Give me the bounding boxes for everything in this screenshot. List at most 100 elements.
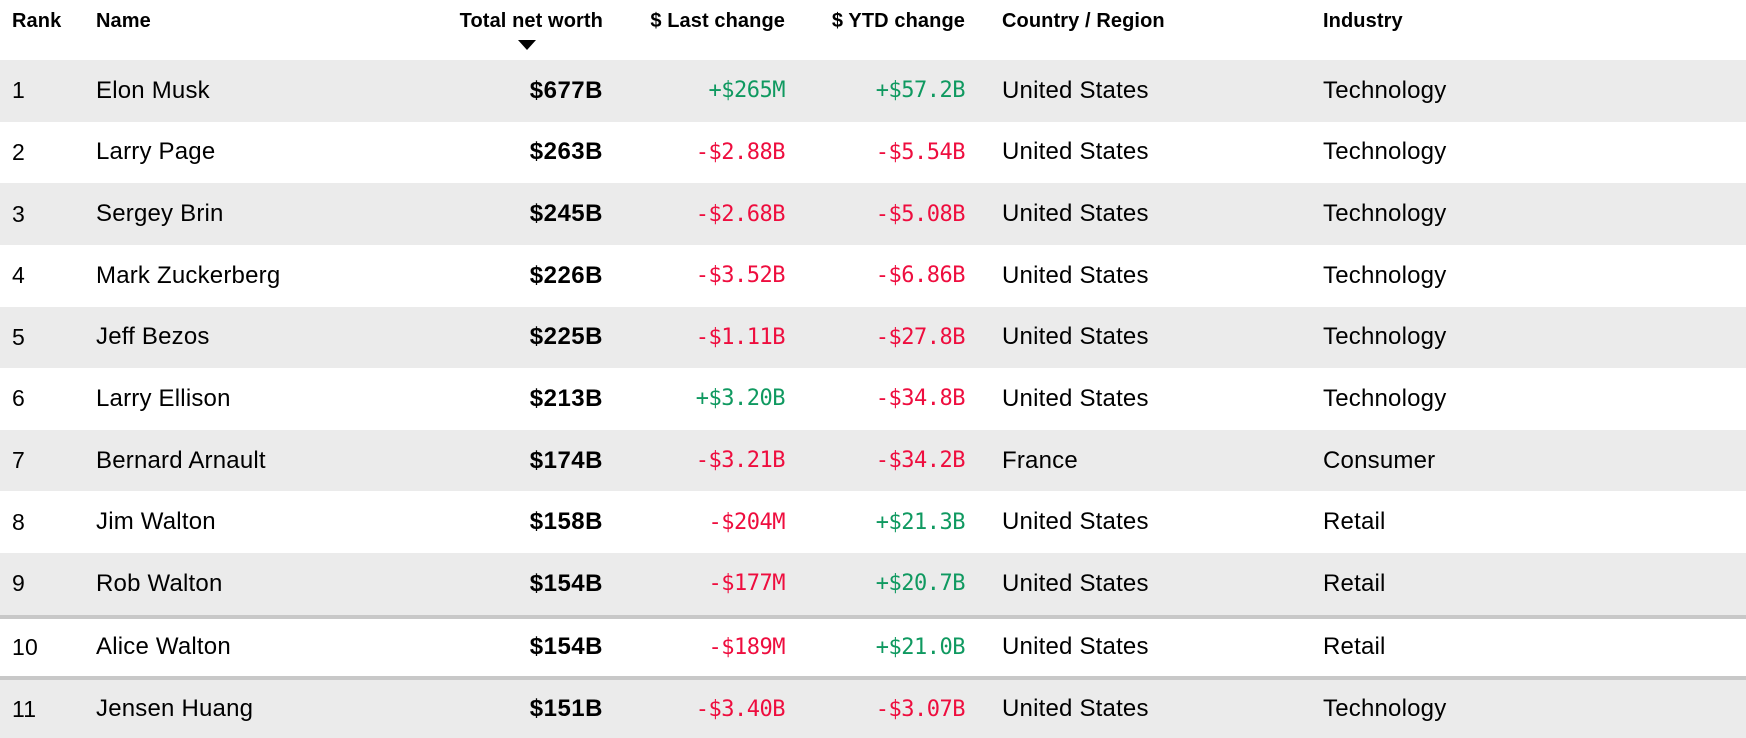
name-cell: Jensen Huang <box>96 695 254 723</box>
name-cell: Mark Zuckerberg <box>96 261 281 289</box>
ytd-change-cell: -$3.07B <box>875 696 966 722</box>
country-cell: France <box>1002 446 1078 474</box>
table-row[interactable]: 5 Jeff Bezos $225B -$1.11B -$27.8B Unite… <box>0 306 1746 369</box>
net-worth-cell: $225B <box>529 323 603 351</box>
table-row[interactable]: 6 Larry Ellison $213B +$3.20B -$34.8B Un… <box>0 368 1746 430</box>
rank-cell: 9 <box>12 570 25 597</box>
last-change-cell: -$177M <box>708 571 786 597</box>
rank-cell: 4 <box>12 262 25 289</box>
industry-cell: Technology <box>1323 138 1447 166</box>
sort-desc-icon <box>517 40 536 50</box>
table-row[interactable]: 1 Elon Musk $677B +$265M +$57.2B United … <box>0 60 1746 122</box>
ytd-change-cell: -$5.54B <box>875 139 966 165</box>
last-change-cell: -$3.52B <box>695 263 786 289</box>
table-row[interactable]: 3 Sergey Brin $245B -$2.68B -$5.08B Unit… <box>0 183 1746 245</box>
column-header-country[interactable]: Country / Region <box>1002 10 1165 32</box>
ytd-change-cell: +$57.2B <box>875 78 966 104</box>
country-cell: United States <box>1002 695 1149 723</box>
industry-cell: Consumer <box>1323 446 1436 474</box>
column-header-net-worth[interactable]: Total net worth <box>450 9 603 50</box>
industry-cell: Technology <box>1323 384 1447 412</box>
ytd-change-cell: +$20.7B <box>875 571 966 597</box>
ytd-change-cell: -$34.2B <box>875 448 966 474</box>
name-cell: Larry Ellison <box>96 384 231 412</box>
industry-cell: Technology <box>1323 695 1447 723</box>
industry-cell: Retail <box>1323 569 1386 597</box>
ytd-change-cell: -$27.8B <box>875 324 966 350</box>
name-cell: Jim Walton <box>96 508 216 536</box>
table-row[interactable]: 7 Bernard Arnault $174B -$3.21B -$34.2B … <box>0 429 1746 492</box>
rank-cell: 2 <box>12 138 25 165</box>
rank-cell: 3 <box>12 200 25 227</box>
country-cell: United States <box>1002 323 1149 351</box>
ytd-change-cell: -$34.8B <box>875 386 966 412</box>
rank-cell: 7 <box>12 447 25 474</box>
table-row[interactable]: 10 Alice Walton $154B -$189M +$21.0B Uni… <box>0 614 1746 677</box>
country-cell: United States <box>1002 138 1149 166</box>
net-worth-cell: $263B <box>529 138 603 166</box>
industry-cell: Technology <box>1323 261 1447 289</box>
name-cell: Elon Musk <box>96 76 210 104</box>
name-cell: Alice Walton <box>96 633 231 661</box>
table-row[interactable]: 8 Jim Walton $158B -$204M +$21.3B United… <box>0 491 1746 553</box>
ytd-change-cell: -$6.86B <box>875 263 966 289</box>
net-worth-cell: $226B <box>529 261 603 289</box>
last-change-cell: -$3.40B <box>695 696 786 722</box>
ytd-change-cell: +$21.0B <box>875 634 966 660</box>
net-worth-cell: $154B <box>529 569 603 597</box>
table-row[interactable]: 4 Mark Zuckerberg $226B -$3.52B -$6.86B … <box>0 244 1746 307</box>
name-cell: Larry Page <box>96 138 216 166</box>
country-cell: United States <box>1002 508 1149 536</box>
net-worth-cell: $174B <box>529 446 603 474</box>
column-header-name[interactable]: Name <box>96 10 151 32</box>
net-worth-cell: $154B <box>529 633 603 661</box>
industry-cell: Technology <box>1323 76 1447 104</box>
net-worth-cell: $677B <box>529 76 603 104</box>
rank-cell: 8 <box>12 508 25 535</box>
rank-cell: 5 <box>12 323 25 350</box>
column-header-industry[interactable]: Industry <box>1323 10 1403 32</box>
column-header-ytd-change[interactable]: $ YTD change <box>831 10 965 32</box>
rank-cell: 11 <box>12 695 37 722</box>
name-cell: Bernard Arnault <box>96 446 266 474</box>
industry-cell: Retail <box>1323 633 1386 661</box>
ytd-change-cell: +$21.3B <box>875 509 966 535</box>
name-cell: Rob Walton <box>96 569 223 597</box>
country-cell: United States <box>1002 261 1149 289</box>
country-cell: United States <box>1002 200 1149 228</box>
table-row[interactable]: 2 Larry Page $263B -$2.88B -$5.54B Unite… <box>0 121 1746 184</box>
column-header-last-change[interactable]: $ Last change <box>650 10 785 32</box>
industry-cell: Retail <box>1323 508 1386 536</box>
rank-cell: 1 <box>12 77 25 104</box>
last-change-cell: -$1.11B <box>695 324 786 350</box>
last-change-cell: -$3.21B <box>695 448 786 474</box>
column-header-net-worth-label: Total net worth <box>459 10 603 32</box>
country-cell: United States <box>1002 633 1149 661</box>
net-worth-cell: $213B <box>529 384 603 412</box>
name-cell: Jeff Bezos <box>96 323 210 351</box>
country-cell: United States <box>1002 384 1149 412</box>
table-row[interactable]: 9 Rob Walton $154B -$177M +$20.7B United… <box>0 553 1746 615</box>
country-cell: United States <box>1002 76 1149 104</box>
name-cell: Sergey Brin <box>96 200 224 228</box>
table-row[interactable]: 11 Jensen Huang $151B -$3.40B -$3.07B Un… <box>0 676 1746 738</box>
rank-cell: 10 <box>12 633 38 660</box>
table-header-row: Rank Name Total net worth $ Last change … <box>0 0 1746 60</box>
industry-cell: Technology <box>1323 323 1447 351</box>
net-worth-cell: $245B <box>529 200 603 228</box>
last-change-cell: +$265M <box>708 78 786 104</box>
last-change-cell: -$2.68B <box>695 201 786 227</box>
column-header-rank[interactable]: Rank <box>12 10 62 32</box>
industry-cell: Technology <box>1323 200 1447 228</box>
ytd-change-cell: -$5.08B <box>875 201 966 227</box>
table-body: 1 Elon Musk $677B +$265M +$57.2B United … <box>0 60 1746 738</box>
country-cell: United States <box>1002 569 1149 597</box>
last-change-cell: -$189M <box>708 634 786 660</box>
net-worth-cell: $158B <box>529 508 603 536</box>
last-change-cell: +$3.20B <box>695 386 786 412</box>
last-change-cell: -$2.88B <box>695 139 786 165</box>
last-change-cell: -$204M <box>708 509 786 535</box>
rank-cell: 6 <box>12 385 25 412</box>
net-worth-cell: $151B <box>529 695 603 723</box>
